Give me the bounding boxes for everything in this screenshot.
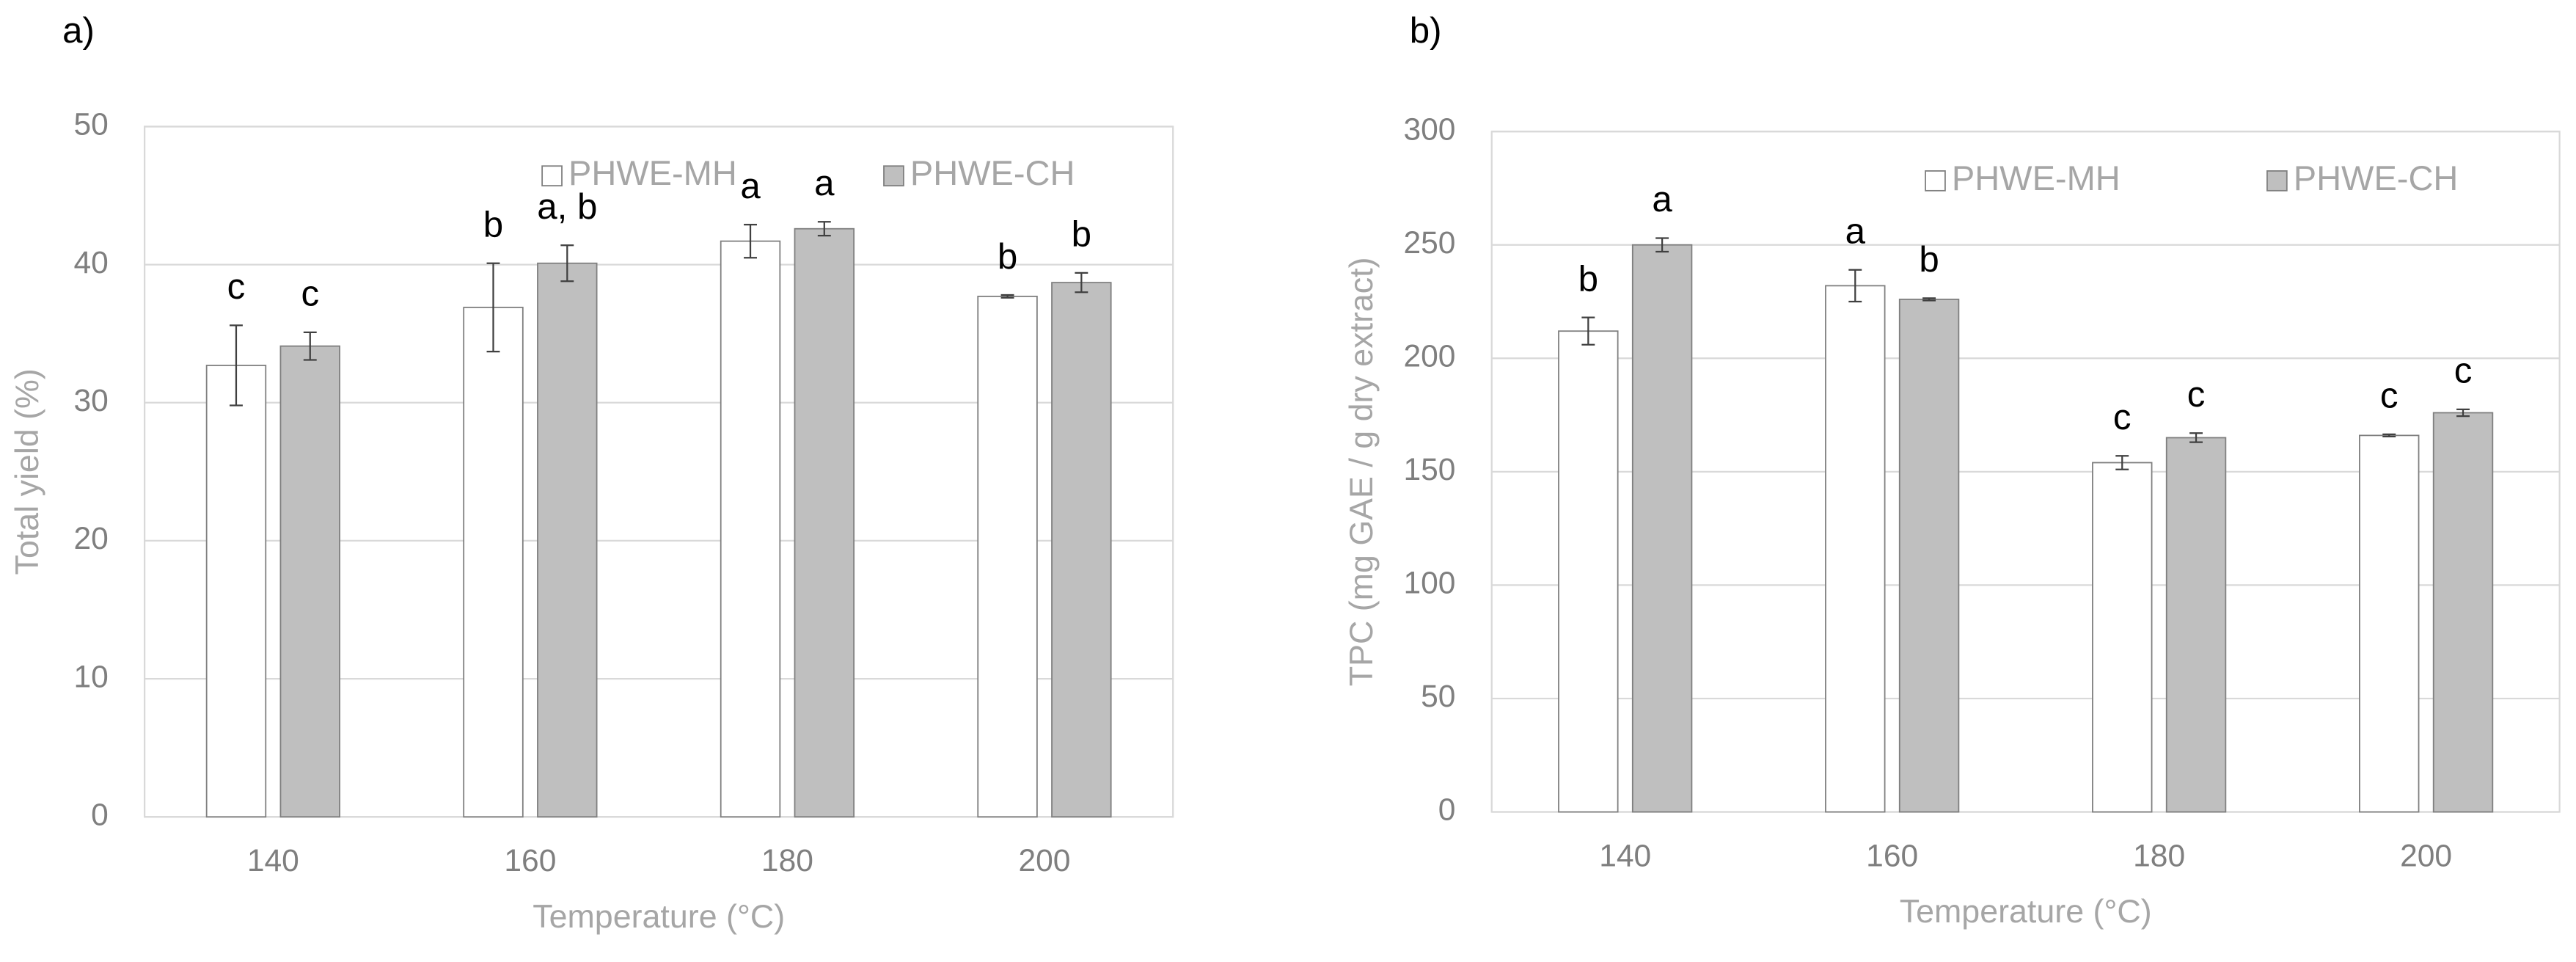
significance-letter: b xyxy=(1919,239,1939,280)
x-tick-label: 140 xyxy=(1599,838,1651,873)
bar xyxy=(205,365,267,818)
bar xyxy=(794,227,855,818)
x-tick-label: 180 xyxy=(2133,838,2185,873)
significance-letter: b xyxy=(483,204,503,244)
y-tick-label: 50 xyxy=(1421,679,1455,714)
y-tick-label: 20 xyxy=(73,521,108,556)
legend-swatch xyxy=(883,165,904,187)
x-tick-label: 200 xyxy=(1018,843,1070,878)
bar xyxy=(977,296,1038,818)
legend-label: PHWE-MH xyxy=(568,153,737,192)
significance-letter: a xyxy=(1845,211,1866,251)
panel-label: b) xyxy=(1410,10,1442,51)
y-tick-label: 300 xyxy=(1403,112,1455,147)
y-tick-label: 150 xyxy=(1403,452,1455,487)
significance-letter: a, b xyxy=(537,186,597,227)
significance-letter: b xyxy=(1072,214,1091,255)
y-axis-title: Total yield (%) xyxy=(9,368,45,575)
bar xyxy=(2359,434,2420,813)
x-axis-title: Temperature (°C) xyxy=(533,898,785,935)
x-axis-title: Temperature (°C) xyxy=(1900,893,2152,930)
significance-letter: b xyxy=(998,236,1017,277)
y-axis-title: TPC (mg GAE / g dry extract) xyxy=(1343,257,1380,686)
significance-letter: c xyxy=(2187,374,2206,415)
significance-letter: c xyxy=(2454,351,2473,391)
significance-letter: c xyxy=(227,266,246,307)
y-tick-label: 250 xyxy=(1403,225,1455,260)
x-tick-label: 140 xyxy=(247,843,299,878)
y-tick-label: 0 xyxy=(1438,792,1456,828)
y-tick-label: 100 xyxy=(1403,566,1455,601)
y-tick-label: 200 xyxy=(1403,339,1455,374)
significance-letter: b xyxy=(1578,258,1598,299)
bar xyxy=(2165,437,2227,813)
legend-swatch xyxy=(2266,170,2288,192)
bar xyxy=(1898,299,1960,813)
significance-letter: c xyxy=(301,274,319,314)
bar xyxy=(1051,282,1112,818)
y-tick-label: 10 xyxy=(73,659,108,694)
bar xyxy=(463,307,524,818)
legend-label: PHWE-MH xyxy=(1952,158,2121,197)
legend-label: PHWE-CH xyxy=(910,153,1075,192)
x-tick-label: 200 xyxy=(2400,838,2452,873)
bar xyxy=(279,345,340,818)
bar xyxy=(1558,330,1619,813)
bar xyxy=(537,262,598,818)
bar xyxy=(2092,462,2153,813)
x-tick-label: 180 xyxy=(761,843,813,878)
significance-letter: a xyxy=(740,166,761,206)
bar xyxy=(1825,285,1886,813)
bar xyxy=(2432,412,2494,813)
significance-letter: a xyxy=(1652,179,1672,219)
bar xyxy=(1631,244,1693,813)
significance-letter: a xyxy=(814,163,835,203)
legend-swatch xyxy=(541,165,563,187)
significance-letter: c xyxy=(2380,376,2398,416)
y-tick-label: 50 xyxy=(73,107,108,142)
panel-label: a) xyxy=(62,10,95,51)
legend-label: PHWE-CH xyxy=(2294,158,2459,197)
y-tick-label: 30 xyxy=(73,383,108,418)
y-tick-label: 40 xyxy=(73,245,108,280)
x-tick-label: 160 xyxy=(1866,838,1918,873)
significance-letter: c xyxy=(2113,397,2132,437)
legend-swatch xyxy=(1925,170,1946,192)
bar xyxy=(720,240,781,818)
x-tick-label: 160 xyxy=(504,843,556,878)
y-tick-label: 0 xyxy=(91,797,109,832)
